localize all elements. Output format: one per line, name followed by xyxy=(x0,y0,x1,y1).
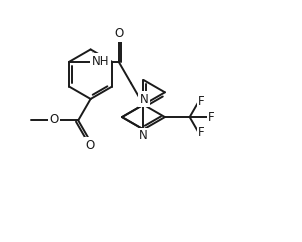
Text: F: F xyxy=(198,95,205,108)
Text: NH: NH xyxy=(92,55,109,68)
Text: O: O xyxy=(85,139,94,152)
Text: O: O xyxy=(50,113,59,126)
Text: N: N xyxy=(140,93,148,106)
Text: F: F xyxy=(198,127,205,139)
Text: N: N xyxy=(139,129,148,142)
Text: O: O xyxy=(114,27,123,40)
Text: F: F xyxy=(208,111,215,124)
